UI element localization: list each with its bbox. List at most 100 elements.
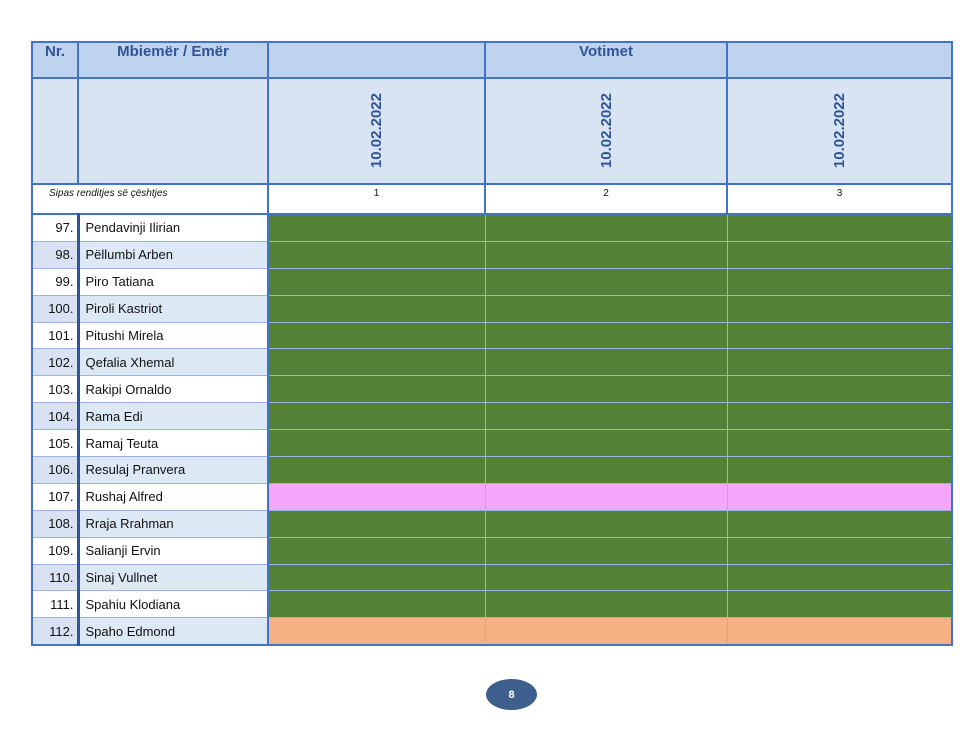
table-row: 108. Rraja Rrahman — [31, 509, 953, 538]
row-number: 110. — [31, 563, 80, 592]
table-row: 106. Resulaj Pranvera — [31, 456, 953, 484]
vote-cell-po — [726, 348, 953, 377]
vote-cell-po — [484, 536, 728, 565]
row-number: 98. — [31, 240, 80, 269]
vote-cell-po — [484, 267, 728, 296]
member-name: Piroli Kastriot — [77, 294, 269, 323]
row-number: 108. — [31, 509, 80, 538]
votes-table: Nr. Mbiemër / Emër Votimet 10.02.2022 10… — [31, 41, 953, 647]
vote-cell-po — [726, 213, 953, 242]
row-number: 109. — [31, 536, 80, 565]
header-blank — [31, 77, 79, 185]
row-number: 111. — [31, 590, 80, 619]
vote-cell-po — [267, 536, 486, 565]
row-number: 106. — [31, 456, 80, 484]
vote-cell-po — [267, 213, 486, 242]
header-votes: Votimet — [484, 41, 728, 79]
vote-cell-po — [267, 240, 486, 269]
vote-cell-po — [484, 348, 728, 377]
vote-cell-po — [484, 321, 728, 350]
row-number: 99. — [31, 267, 80, 296]
vote-date: 10.02.2022 — [597, 93, 615, 169]
table-row: 98. Pëllumbi Arben — [31, 240, 953, 269]
vote-cell-absent — [267, 617, 486, 647]
member-name: Rushaj Alfred — [77, 482, 269, 511]
vote-cell-po — [726, 456, 953, 484]
vote-cell-po — [726, 375, 953, 404]
row-number: 104. — [31, 402, 80, 431]
vote-date: 10.02.2022 — [368, 93, 385, 169]
table-row: 112. Spaho Edmond — [31, 617, 953, 647]
vote-date: 10.02.2022 — [831, 93, 848, 169]
row-number: 103. — [31, 375, 80, 404]
row-number: 105. — [31, 429, 80, 458]
vote-cell-po — [484, 294, 728, 323]
vote-cell-po — [484, 375, 728, 404]
date-cell-3: 10.02.2022 — [726, 77, 953, 185]
vote-cell-po — [726, 402, 953, 431]
vote-cell-po — [484, 429, 728, 458]
vote-cell-po — [267, 267, 486, 296]
vote-cell-po — [267, 563, 486, 592]
vote-cell-po — [484, 402, 728, 431]
member-name: Pendavinji Ilirian — [77, 213, 269, 242]
table-row: 99. Piro Tatiana — [31, 267, 953, 296]
row-number: 107. — [31, 482, 80, 511]
member-name: Salianji Ervin — [77, 536, 269, 565]
table-row: 97. Pendavinji Ilirian — [31, 213, 953, 242]
order-number: 2 — [484, 183, 728, 215]
vote-cell-po — [726, 294, 953, 323]
member-name: Rama Edi — [77, 402, 269, 431]
row-number: 97. — [31, 213, 80, 242]
member-name: Piro Tatiana — [77, 267, 269, 296]
vote-cell-po — [267, 375, 486, 404]
vote-cell-po — [726, 267, 953, 296]
table-row: 110. Sinaj Vullnet — [31, 563, 953, 592]
table-row: 100. Piroli Kastriot — [31, 294, 953, 323]
order-number: 1 — [267, 183, 486, 215]
row-number: 100. — [31, 294, 80, 323]
table-row: 104. Rama Edi — [31, 402, 953, 431]
table-row: 103. Rakipi Ornaldo — [31, 375, 953, 404]
row-number: 102. — [31, 348, 80, 377]
vote-cell-absent — [726, 617, 953, 647]
table-row: 105. Ramaj Teuta — [31, 429, 953, 458]
vote-cell-po — [267, 456, 486, 484]
order-label: Sipas renditjes së çështjes — [31, 183, 269, 215]
header-empty — [726, 41, 953, 79]
vote-cell-po — [726, 321, 953, 350]
table-row: 107. Rushaj Alfred — [31, 482, 953, 511]
header-empty — [267, 41, 486, 79]
header-blank — [77, 77, 269, 185]
vote-cell-abstain — [484, 482, 728, 511]
vote-cell-absent — [484, 617, 728, 647]
vote-cell-po — [726, 509, 953, 538]
table-row: 102. Qefalia Xhemal — [31, 348, 953, 377]
vote-cell-po — [484, 240, 728, 269]
header-name: Mbiemër / Emër — [77, 41, 269, 79]
vote-cell-po — [484, 213, 728, 242]
header-nr: Nr. — [31, 41, 79, 79]
vote-cell-abstain — [267, 482, 486, 511]
member-name: Rraja Rrahman — [77, 509, 269, 538]
vote-cell-po — [267, 590, 486, 619]
vote-cell-po — [267, 429, 486, 458]
vote-cell-po — [267, 294, 486, 323]
member-name: Spahiu Klodiana — [77, 590, 269, 619]
vote-cell-po — [484, 509, 728, 538]
member-name: Pëllumbi Arben — [77, 240, 269, 269]
page-number: 8 — [486, 679, 537, 710]
member-name: Pitushi Mirela — [77, 321, 269, 350]
row-number: 101. — [31, 321, 80, 350]
vote-cell-po — [484, 456, 728, 484]
member-name: Spaho Edmond — [77, 617, 269, 647]
member-name: Resulaj Pranvera — [77, 456, 269, 484]
table-row: 101. Pitushi Mirela — [31, 321, 953, 350]
order-number: 3 — [726, 183, 953, 215]
member-name: Sinaj Vullnet — [77, 563, 269, 592]
vote-cell-po — [267, 321, 486, 350]
vote-cell-po — [726, 240, 953, 269]
date-cell-2: 10.02.2022 — [484, 77, 728, 185]
member-name: Rakipi Ornaldo — [77, 375, 269, 404]
vote-cell-po — [484, 590, 728, 619]
